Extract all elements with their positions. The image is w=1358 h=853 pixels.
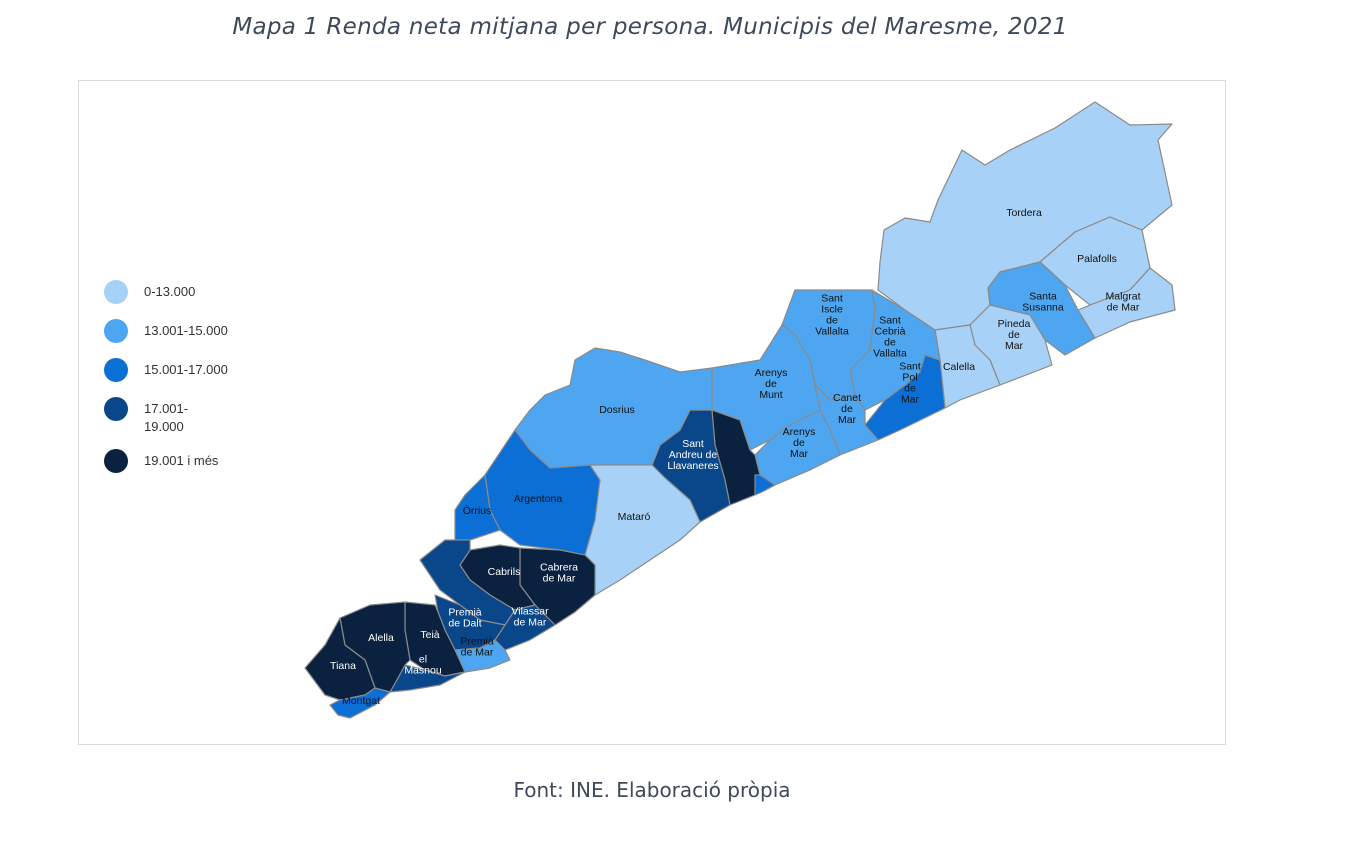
municipality-label-teia: Teià — [420, 629, 439, 641]
municipality-label-arenys-munt: Arenys de Munt — [755, 367, 788, 401]
municipality-label-calella: Calella — [943, 361, 975, 373]
municipality-label-vilassar-mar: Vilassar de Mar — [511, 606, 549, 629]
municipality-santa-susanna[interactable] — [987, 261, 1096, 356]
legend-label: 13.001-15.000 — [144, 323, 228, 338]
municipality-label-cabrils: Cabrils — [488, 566, 521, 578]
municipality-label-malgrat: Malgrat de Mar — [1105, 291, 1140, 314]
legend-swatch — [104, 319, 128, 343]
municipality-label-alella: Alella — [368, 632, 394, 644]
municipality-montgat[interactable] — [329, 687, 391, 719]
legend-swatch — [104, 449, 128, 473]
map-title: Mapa 1 Renda neta mitjana per persona. M… — [232, 14, 1068, 40]
municipality-malgrat[interactable] — [1077, 267, 1176, 339]
municipality-label-pineda: Pineda de Mar — [998, 318, 1031, 352]
municipality-label-cabrera: Cabrera de Mar — [540, 562, 578, 585]
legend-swatch — [104, 280, 128, 304]
municipality-label-tordera: Tordera — [1006, 207, 1042, 219]
municipality-label-arenys-mar: Arenys de Mar — [783, 426, 816, 460]
municipality-label-sant-pol: Sant Pol de Mar — [899, 361, 921, 406]
source-note: Font: INE. Elaboració pròpia — [513, 778, 791, 802]
municipality-label-sant-andreu: Sant Andreu de Llavaneres — [667, 438, 718, 472]
municipality-label-premia-dalt: Premià de Dalt — [448, 607, 481, 630]
legend-label: 17.001- 19.000 — [144, 401, 189, 434]
municipality-label-sant-cebria: Sant Cebrià de Vallalta — [873, 315, 907, 360]
municipality-label-argentona: Argentona — [514, 493, 563, 505]
municipality-label-montgat: Montgat — [342, 695, 380, 707]
municipality-label-santa-susanna: Santa Susanna — [1022, 291, 1064, 314]
legend-label: 19.001 i més — [144, 453, 219, 468]
municipality-label-tiana: Tiana — [330, 660, 356, 672]
legend-label: 0-13.000 — [144, 284, 196, 299]
municipality-labels: Tordera Palafolls Malgrat de Mar Santa Susann… — [330, 207, 1141, 707]
municipality-vilassar-dalt[interactable] — [419, 539, 516, 626]
legend-swatch — [104, 397, 128, 421]
municipality-label-palafolls: Palafolls — [1077, 253, 1117, 265]
municipality-label-dosrius: Dosrius — [599, 404, 635, 416]
municipality-label-canet: Canet de Mar — [833, 392, 861, 426]
municipality-tiana[interactable] — [304, 617, 376, 701]
municipality-dosrius[interactable] — [514, 347, 713, 469]
municipality-label-mataro: Mataró — [618, 511, 651, 523]
municipality-label-premia-mar: Premià de Mar — [460, 636, 493, 659]
municipality-label-orrius: Òrrius — [463, 504, 492, 517]
municipality-mataro[interactable] — [584, 464, 701, 596]
legend-label: 15.001-17.000 — [144, 362, 228, 377]
legend-swatch — [104, 358, 128, 382]
municipality-premia-mar[interactable] — [454, 639, 511, 673]
municipality-label-el-masnou: el Masnou — [404, 654, 442, 677]
municipality-label-sant-iscle: Sant Iscle de Vallalta — [815, 293, 849, 338]
municipality-sliver-arenys[interactable] — [754, 474, 776, 496]
